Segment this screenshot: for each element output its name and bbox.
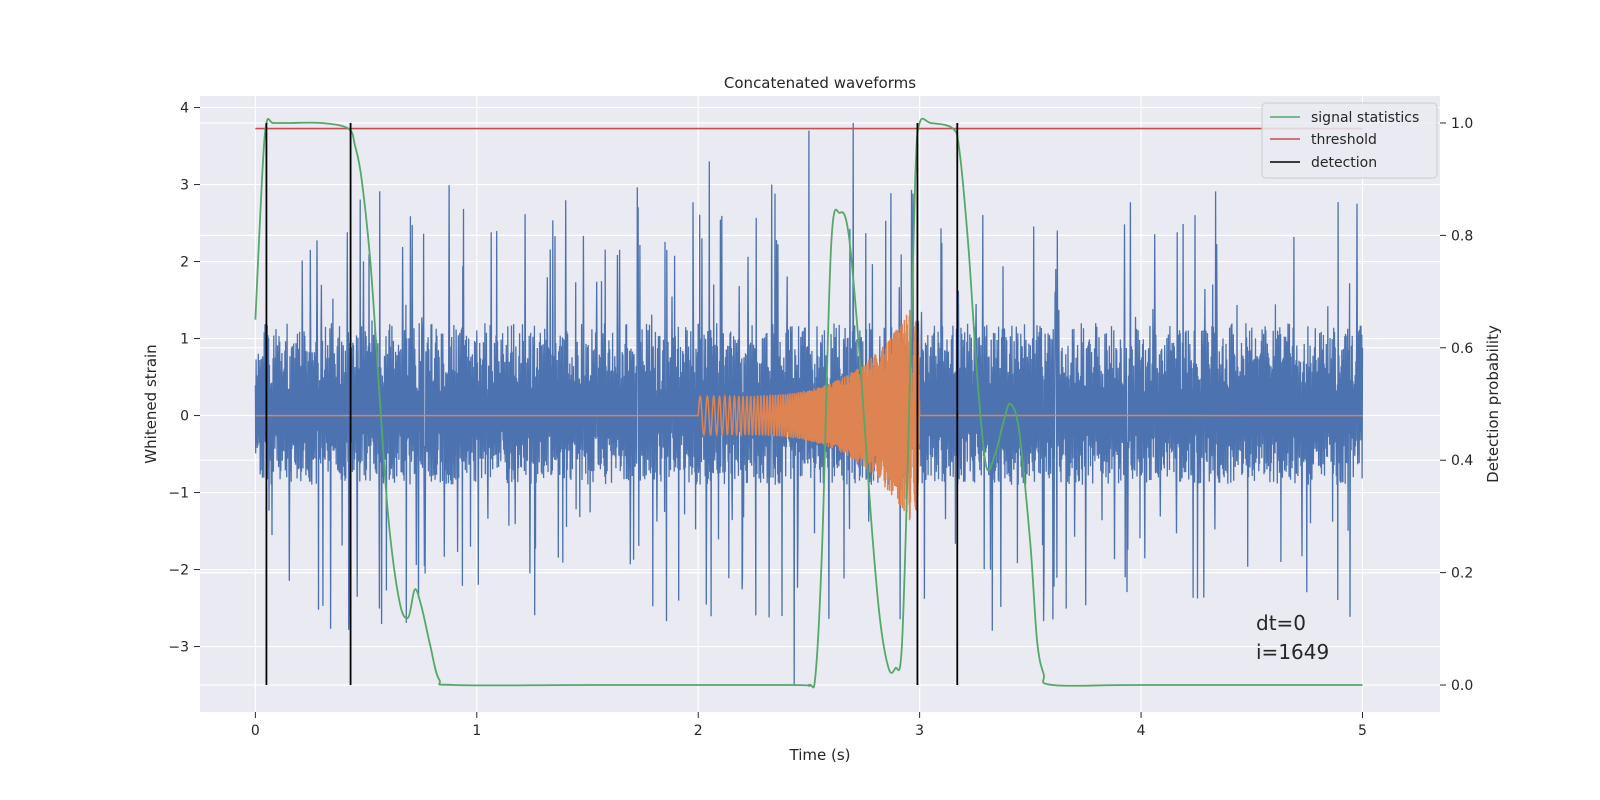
x-tick-label: 2 — [694, 723, 703, 739]
legend-label-detection: detection — [1311, 155, 1377, 171]
x-tick-label: 3 — [915, 723, 924, 739]
x-tick-label: 1 — [472, 723, 481, 739]
right-tick-label: 0.6 — [1451, 341, 1473, 357]
left-tick-label: 4 — [180, 101, 189, 117]
annotation-dt: dt=0 — [1256, 611, 1306, 635]
x-tick-label: 0 — [251, 723, 260, 739]
right-axis-ticks: 0.0 0.2 0.4 0.6 0.8 1.0 — [1440, 116, 1473, 694]
injected-chirp-series — [255, 309, 1363, 521]
injected-chirp-line — [255, 309, 1363, 521]
annotation-index: i=1649 — [1256, 640, 1329, 664]
left-tick-label: 1 — [180, 332, 189, 348]
right-y-axis-label: Detection probability — [1484, 325, 1502, 483]
x-axis-ticks: 0 1 2 3 4 5 — [251, 712, 1367, 739]
left-tick-label: −1 — [168, 486, 189, 502]
legend-box — [1261, 102, 1438, 179]
left-tick-label: 2 — [180, 255, 189, 271]
right-tick-label: 0.8 — [1451, 228, 1473, 244]
detection-series — [265, 122, 959, 686]
left-tick-label: 3 — [180, 178, 189, 194]
legend: signal statistics threshold detection — [1261, 102, 1438, 179]
left-tick-label: −2 — [168, 563, 189, 579]
left-tick-label: −3 — [168, 640, 189, 656]
left-tick-label: 0 — [180, 409, 189, 425]
right-tick-label: 0.4 — [1451, 453, 1473, 469]
right-tick-label: 0.0 — [1451, 678, 1473, 694]
strain-noise-series — [254, 122, 1364, 686]
strain-noise-line — [254, 122, 1364, 686]
left-axis-ticks: −3 −2 −1 0 1 2 3 4 — [168, 101, 200, 656]
left-y-axis-label: Whitened strain — [142, 344, 160, 463]
right-tick-label: 0.2 — [1451, 566, 1473, 582]
chart-title: Concatenated waveforms — [724, 74, 916, 92]
x-tick-label: 4 — [1137, 723, 1146, 739]
legend-label-threshold: threshold — [1311, 132, 1377, 148]
signal-statistics-line — [254, 117, 1363, 689]
x-tick-label: 5 — [1358, 723, 1367, 739]
legend-label-signal-statistics: signal statistics — [1311, 110, 1419, 126]
signal-statistics-series — [254, 117, 1363, 689]
x-axis-label: Time (s) — [789, 746, 851, 764]
right-tick-label: 1.0 — [1451, 116, 1473, 132]
